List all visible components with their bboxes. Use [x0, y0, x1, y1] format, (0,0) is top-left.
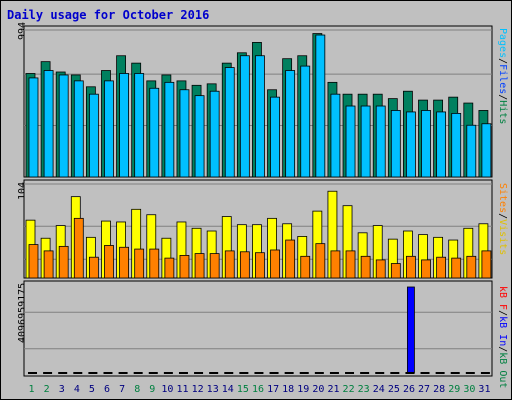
bar-sites-day-12 — [194, 253, 205, 279]
x-tick-label-5: 5 — [89, 384, 95, 395]
x-tick-label-22: 22 — [343, 384, 355, 395]
x-tick-label-2: 2 — [44, 384, 50, 395]
bar-sites-day-7 — [119, 246, 129, 279]
bar-files-day-16 — [255, 55, 265, 178]
x-tick-label-18: 18 — [282, 384, 294, 395]
bar-files-day-9 — [149, 87, 160, 178]
x-tick-label-26: 26 — [403, 384, 415, 395]
bar-files-day-29 — [451, 113, 462, 178]
x-tick-label-8: 8 — [134, 384, 140, 395]
bar-files-day-19 — [300, 65, 311, 178]
bar-files-day-14 — [224, 67, 235, 178]
bar-sites-day-8 — [134, 248, 145, 279]
x-tick-label-7: 7 — [119, 384, 125, 395]
x-tick-label-29: 29 — [448, 384, 460, 395]
bar-sites-day-4 — [73, 217, 84, 279]
bar-files-day-5 — [88, 93, 99, 178]
bar-files-day-1 — [28, 77, 39, 178]
bar-files-day-17 — [270, 96, 280, 178]
bar-files-day-6 — [104, 80, 114, 178]
x-tick-label-30: 30 — [463, 384, 475, 395]
x-tick-label-16: 16 — [252, 384, 264, 395]
bar-files-day-25 — [390, 110, 401, 178]
x-tick-label-15: 15 — [237, 384, 249, 395]
bar-sites-day-11 — [179, 255, 190, 279]
x-tick-label-24: 24 — [373, 384, 385, 395]
bar-files-day-2 — [43, 70, 54, 178]
bar-sites-day-20 — [315, 243, 326, 279]
x-tick-label-28: 28 — [433, 384, 445, 395]
bar-files-day-10 — [164, 81, 175, 178]
bar-files-day-26 — [406, 111, 416, 178]
bar-sites-day-18 — [285, 239, 296, 279]
bar-files-day-3 — [58, 74, 69, 178]
bar-sites-day-22 — [345, 250, 356, 279]
bar-sites-day-5 — [88, 256, 99, 279]
bar-files-day-13 — [209, 90, 220, 178]
x-tick-label-23: 23 — [358, 384, 370, 395]
bar-sites-day-17 — [270, 249, 280, 279]
bar-files-day-20 — [315, 34, 326, 178]
x-tick-label-31: 31 — [478, 384, 490, 395]
x-tick-label-9: 9 — [149, 384, 155, 395]
x-tick-label-1: 1 — [29, 384, 35, 395]
bar-files-day-28 — [436, 111, 447, 178]
bar-sites-day-3 — [58, 245, 69, 279]
bar-files-day-30 — [466, 124, 477, 178]
bar-files-day-18 — [285, 70, 296, 178]
bar-sites-day-21 — [330, 250, 341, 279]
bar-files-day-11 — [179, 89, 190, 178]
bar-files-day-8 — [134, 73, 145, 178]
x-tick-label-27: 27 — [418, 384, 430, 395]
x-tick-label-4: 4 — [74, 384, 80, 395]
bar-kb-in-day-26 — [407, 286, 415, 374]
bar-files-day-7 — [119, 73, 129, 178]
bar-files-day-12 — [194, 95, 205, 178]
bar-sites-day-9 — [149, 248, 160, 279]
bar-files-day-23 — [360, 105, 371, 178]
x-tick-label-10: 10 — [161, 384, 173, 395]
bar-files-day-24 — [375, 105, 386, 178]
x-tick-label-14: 14 — [222, 384, 234, 395]
bar-files-day-21 — [330, 93, 341, 178]
bar-files-day-22 — [345, 105, 356, 178]
bar-sites-day-16 — [255, 252, 265, 279]
x-tick-label-11: 11 — [176, 384, 188, 395]
bar-sites-day-26 — [406, 255, 416, 279]
panel-bottom-box — [23, 280, 493, 377]
bar-sites-day-6 — [104, 245, 114, 279]
bar-sites-day-10 — [164, 257, 175, 279]
bar-sites-day-2 — [43, 250, 54, 279]
bar-sites-day-30 — [466, 255, 477, 279]
bar-sites-day-29 — [451, 257, 462, 279]
chart-title: Daily usage for October 2016 — [7, 8, 210, 22]
bar-files-day-31 — [481, 123, 492, 178]
x-tick-label-25: 25 — [388, 384, 400, 395]
bar-sites-day-25 — [390, 263, 401, 279]
bar-sites-day-23 — [360, 255, 371, 279]
x-tick-label-19: 19 — [297, 384, 309, 395]
bar-sites-day-15 — [239, 251, 250, 279]
bar-files-day-4 — [73, 80, 84, 178]
bar-sites-day-13 — [209, 253, 220, 279]
bar-sites-day-28 — [436, 256, 447, 279]
bar-files-day-27 — [421, 110, 431, 178]
x-tick-label-6: 6 — [104, 384, 110, 395]
bar-files-day-15 — [239, 55, 250, 178]
bar-sites-day-24 — [375, 259, 386, 279]
x-tick-label-20: 20 — [312, 384, 324, 395]
x-tick-label-21: 21 — [327, 384, 339, 395]
x-tick-label-12: 12 — [192, 384, 204, 395]
bar-sites-day-19 — [300, 255, 311, 279]
x-tick-label-17: 17 — [267, 384, 279, 395]
x-tick-label-3: 3 — [59, 384, 65, 395]
bar-sites-day-27 — [421, 259, 431, 279]
bar-sites-day-14 — [224, 250, 235, 279]
x-tick-label-13: 13 — [207, 384, 219, 395]
bar-sites-day-1 — [28, 244, 39, 279]
bar-sites-day-31 — [481, 250, 492, 279]
